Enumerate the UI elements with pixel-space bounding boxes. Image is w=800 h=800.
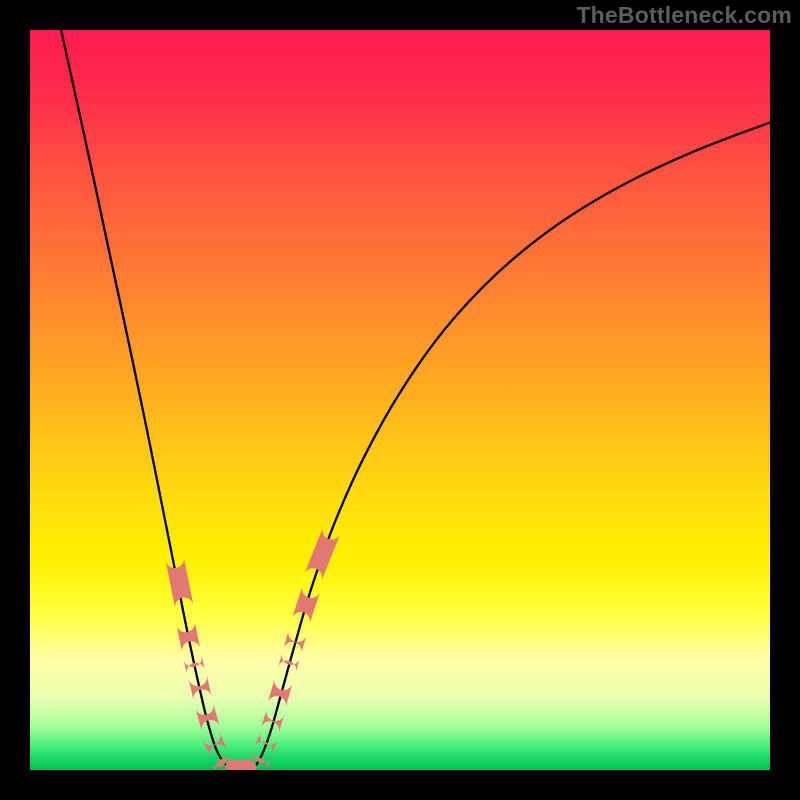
chart-root: TheBottleneck.com <box>0 0 800 800</box>
bottleneck-chart <box>0 0 800 800</box>
